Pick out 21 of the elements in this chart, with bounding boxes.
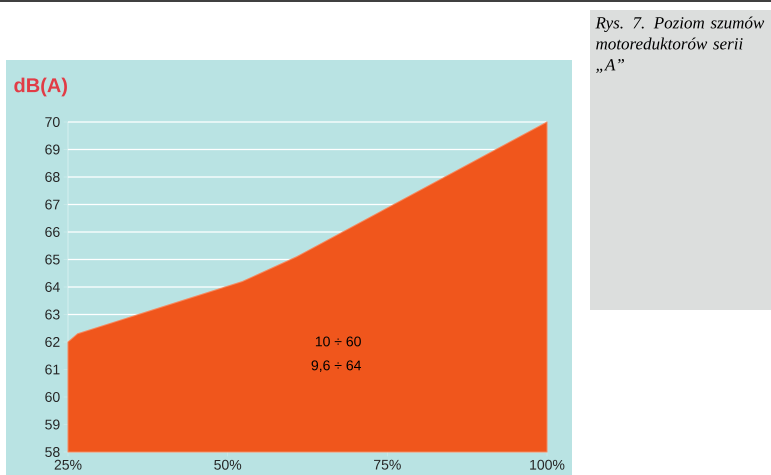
y-tick-label: 68 xyxy=(45,172,60,182)
x-tick-label: 100% xyxy=(530,460,564,470)
x-tick-label: 75% xyxy=(374,460,401,470)
y-tick-label: 61 xyxy=(45,364,60,374)
y-tick-label: 58 xyxy=(45,447,60,457)
y-tick-label: 62 xyxy=(45,337,60,347)
y-axis-title: dB(A) xyxy=(14,78,67,96)
y-tick-label: 66 xyxy=(45,227,60,237)
y-tick-label: 69 xyxy=(45,144,60,154)
x-tick-label: 50% xyxy=(214,460,242,470)
y-tick-label: 63 xyxy=(45,310,60,320)
y-tick-label: 64 xyxy=(45,282,60,292)
y-tick-label: 70 xyxy=(45,117,60,127)
annotation: 10 ÷ 60 xyxy=(316,336,361,346)
y-tick-label: 67 xyxy=(45,200,60,210)
y-tick-label: 59 xyxy=(45,420,60,430)
text: Rys. 7. Poziom szumów motoreduktorów serii „A” xyxy=(595,16,764,73)
x-tick-label: 25% xyxy=(54,460,82,470)
annotation: 9,6 ÷ 64 xyxy=(312,360,362,372)
y-tick-label: 65 xyxy=(45,254,60,264)
y-tick-label: 60 xyxy=(45,392,60,402)
